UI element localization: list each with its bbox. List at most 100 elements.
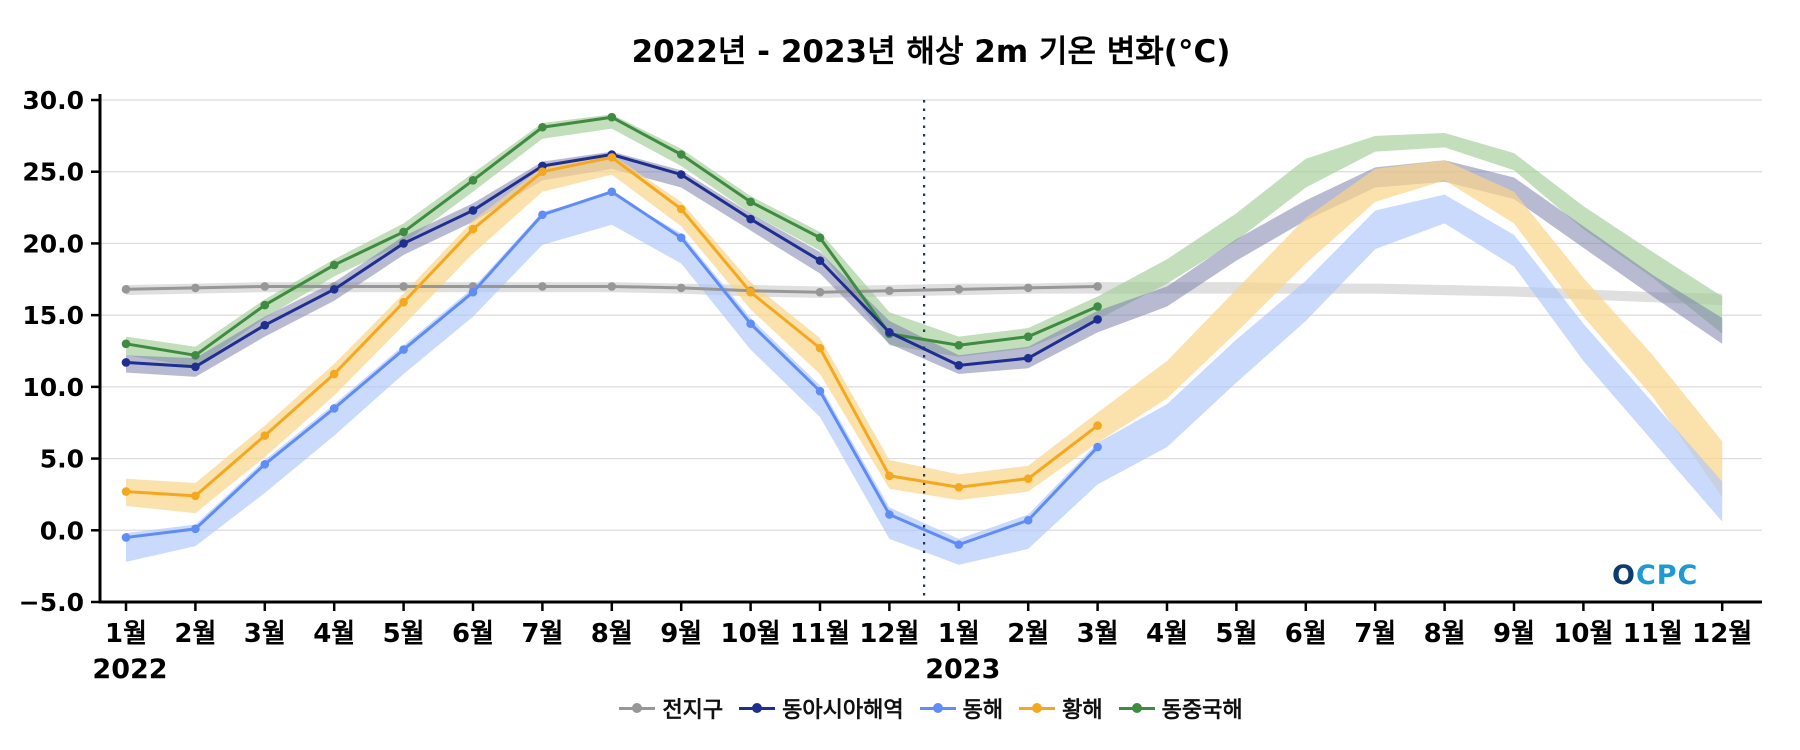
data-point <box>1093 442 1102 452</box>
legend-label: 동중국해 <box>1161 698 1243 723</box>
x-tick-label: 6월 <box>1285 619 1327 649</box>
legend-item: 동아시아해역 <box>739 692 904 724</box>
legend-line-marker <box>1118 703 1155 713</box>
chart-title: 2022년 - 2023년 해상 2m 기온 변화(°C) <box>631 34 1231 70</box>
data-point <box>399 345 408 354</box>
ocpc-logo: OCPC <box>1612 560 1698 591</box>
legend-dot-marker <box>1131 703 1142 713</box>
data-point <box>885 286 894 296</box>
data-point <box>260 320 270 330</box>
data-point <box>1023 332 1033 341</box>
year-label: 2022 <box>92 654 167 685</box>
x-tick-label: 3월 <box>1077 619 1119 649</box>
data-point <box>260 460 270 469</box>
data-point <box>954 482 964 492</box>
data-point <box>676 283 686 293</box>
x-tick-label: 4월 <box>313 619 355 649</box>
y-tick-label: 10.0 <box>22 373 84 402</box>
y-tick-label: 15.0 <box>22 301 84 330</box>
data-point <box>954 285 964 294</box>
x-tick-label: 5월 <box>1215 619 1257 649</box>
ocpc-logo-cpc: CPC <box>1635 560 1699 591</box>
x-tick-label: 1월 <box>105 619 147 649</box>
data-point <box>607 282 617 291</box>
data-point <box>1023 353 1033 363</box>
data-point <box>746 197 755 207</box>
data-point <box>676 233 686 242</box>
data-point <box>329 369 339 379</box>
legend-label: 황해 <box>1062 698 1103 723</box>
data-point <box>191 351 200 360</box>
legend-line-marker <box>619 703 656 713</box>
data-point <box>121 533 131 542</box>
x-tick-label: 10월 <box>1553 619 1613 649</box>
data-point <box>121 339 131 349</box>
data-point <box>329 260 339 270</box>
data-point <box>815 256 825 265</box>
legend-line-marker <box>1019 703 1056 713</box>
data-point <box>815 233 825 242</box>
x-tick-label: 11월 <box>790 619 850 649</box>
data-point <box>1023 474 1033 483</box>
data-point <box>954 361 964 370</box>
x-tick-label: 7월 <box>521 619 563 649</box>
y-tick-label: 30.0 <box>22 86 84 115</box>
legend-dot-marker <box>632 703 643 713</box>
data-point <box>746 287 755 297</box>
x-tick-label: 9월 <box>1493 619 1535 649</box>
data-point <box>815 287 825 297</box>
x-tick-label: 10월 <box>721 619 781 649</box>
x-tick-label: 12월 <box>1692 619 1752 649</box>
data-point <box>468 176 478 185</box>
data-point <box>607 153 617 162</box>
data-point <box>468 206 478 215</box>
legend-item: 황해 <box>1019 692 1103 724</box>
data-point <box>538 210 547 220</box>
data-point <box>746 319 755 329</box>
data-point <box>1093 302 1102 311</box>
data-point <box>399 297 408 307</box>
data-point <box>1093 282 1102 291</box>
x-tick-label: 5월 <box>383 619 425 649</box>
data-point <box>538 122 547 132</box>
legend-label: 동아시아해역 <box>782 698 904 723</box>
data-point <box>815 386 825 396</box>
data-point <box>815 343 825 353</box>
series-band <box>126 193 1723 565</box>
data-point <box>329 404 339 413</box>
y-tick-label: 5.0 <box>40 445 84 474</box>
data-point <box>191 491 200 501</box>
legend-item: 동해 <box>919 692 1003 724</box>
temperature-line-chart: 30.0 25.0 20.0 15.0 10.0 5.0 0.0 −5.0 1월 2월 3월 4월 5월… <box>19 86 1762 685</box>
data-point <box>676 204 686 214</box>
data-point <box>260 282 270 291</box>
data-point <box>1093 421 1102 430</box>
data-point <box>676 170 686 179</box>
legend-label: 전지구 <box>662 698 724 723</box>
x-tick-label: 12월 <box>859 619 919 649</box>
legend-item: 전지구 <box>619 692 723 724</box>
data-point <box>538 167 547 177</box>
data-point <box>676 150 686 159</box>
data-point <box>468 287 478 297</box>
legend-dot-marker <box>1032 703 1043 713</box>
x-tick-label: 8월 <box>1424 619 1466 649</box>
data-point <box>191 283 200 293</box>
x-tick-label: 8월 <box>591 619 633 649</box>
data-point <box>191 362 200 372</box>
series-band <box>126 114 1723 367</box>
x-tick-label: 11월 <box>1623 619 1683 649</box>
data-point <box>191 524 200 534</box>
legend-line-marker <box>739 703 776 713</box>
x-tick-label: 9월 <box>660 619 702 649</box>
y-tick-label: 20.0 <box>22 229 84 258</box>
data-point <box>121 487 131 496</box>
data-point <box>121 285 131 294</box>
data-point <box>954 340 964 350</box>
series-band <box>126 154 1723 514</box>
x-tick-label: 2월 <box>174 619 216 649</box>
data-point <box>329 285 339 294</box>
data-point <box>260 431 270 440</box>
data-point <box>885 471 894 481</box>
